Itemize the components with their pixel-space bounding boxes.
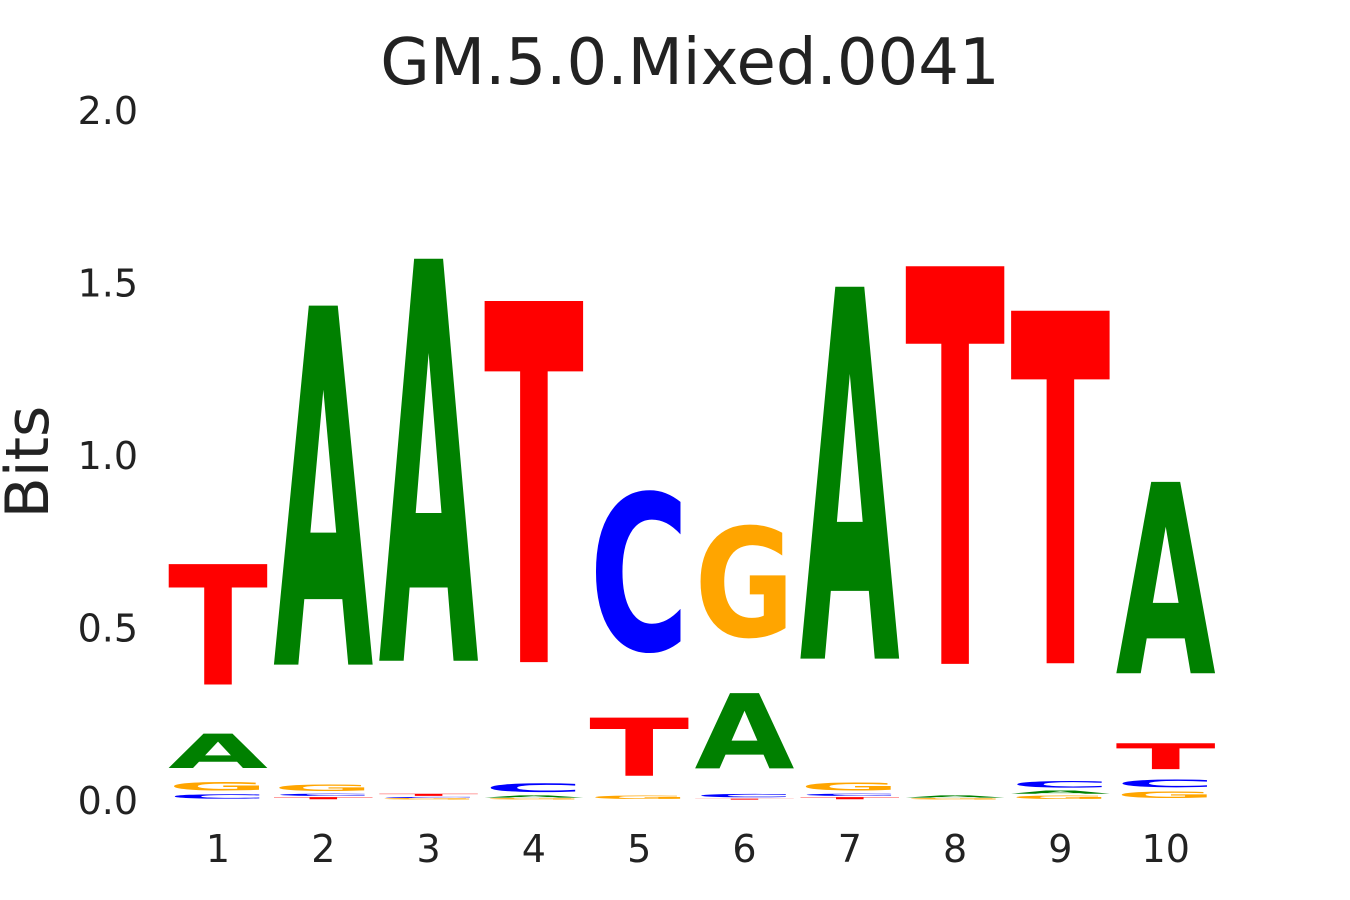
y-tick-label: 1.0 — [78, 434, 138, 478]
y-axis-ticks: 0.0 0.5 1.0 1.5 2.0 — [78, 89, 138, 823]
x-tick-label: 7 — [838, 827, 862, 871]
logo-letter-a: A — [1116, 430, 1216, 736]
logo-letter-t: T — [168, 531, 268, 723]
logo-letter-t: T — [695, 798, 795, 800]
logo-letter-a: A — [273, 208, 374, 781]
logo-letter-g: G — [1010, 795, 1110, 800]
logo-letter-a: A — [484, 795, 584, 798]
logo-letter-c: C — [273, 793, 373, 796]
logo-letter-c: C — [695, 793, 795, 798]
logo-letter-c: C — [168, 793, 268, 800]
x-tick-label: 4 — [522, 827, 546, 871]
logo-letter-a: A — [800, 186, 901, 780]
x-tick-label: 9 — [1048, 827, 1072, 871]
logo-letter-t: T — [800, 797, 900, 800]
logo-letter-g: G — [168, 780, 268, 794]
y-tick-label: 1.5 — [78, 262, 138, 306]
logo-letter-a: A — [168, 724, 268, 779]
logo-letter-c: C — [1010, 779, 1110, 789]
logo-letter-t: T — [1010, 215, 1111, 778]
logo-letter-g: G — [484, 798, 584, 800]
logo-letter-t: T — [905, 159, 1006, 794]
y-tick-label: 0.5 — [78, 607, 138, 651]
logo-letter-a: A — [905, 795, 1005, 798]
logo-letter-t: T — [589, 702, 689, 794]
x-tick-label: 6 — [732, 827, 756, 871]
logo-letter-g: G — [273, 783, 373, 793]
logo-letter-g: G — [695, 498, 795, 673]
x-axis-ticks: 1 2 3 4 5 6 7 8 9 10 — [206, 827, 1190, 871]
logo-letter-g: G — [589, 795, 689, 800]
y-tick-label: 0.0 — [78, 779, 138, 823]
logo-letter-g: G — [800, 781, 900, 793]
logo-letter-g: G — [379, 798, 479, 800]
logo-letter-t: T — [1116, 737, 1216, 778]
chart-title: GM.5.0.Mixed.0041 — [380, 26, 999, 100]
logo-letter-c: C — [379, 797, 479, 799]
logo-letter-t: T — [484, 204, 585, 780]
logo-letter-c: C — [484, 781, 584, 795]
logo-letter-c: C — [800, 793, 900, 796]
logo-letter-t: T — [273, 797, 373, 800]
logo-letter-c: C — [1116, 778, 1216, 790]
x-tick-label: 8 — [943, 827, 967, 871]
x-tick-label: 10 — [1142, 827, 1190, 871]
logo-letter-a: A — [1010, 790, 1110, 795]
logo-letter-a: A — [695, 672, 795, 793]
x-tick-label: 5 — [627, 827, 651, 871]
logo-letter-t: T — [379, 793, 479, 796]
logo-letter-g: G — [1116, 790, 1216, 800]
logo-letter-a: A — [379, 150, 480, 792]
x-tick-label: 2 — [311, 827, 335, 871]
y-axis-label: Bits — [0, 406, 63, 519]
y-tick-label: 2.0 — [78, 89, 138, 133]
x-tick-label: 3 — [417, 827, 441, 871]
logo-letter-c: C — [589, 452, 689, 702]
logo-letter-g: G — [905, 798, 1005, 800]
x-tick-label: 1 — [206, 827, 230, 871]
